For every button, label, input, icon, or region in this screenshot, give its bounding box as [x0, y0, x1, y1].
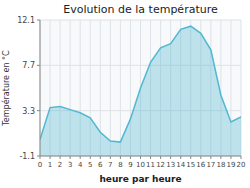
x-tick-label: 11: [146, 161, 155, 169]
y-tick-label: -1.1: [19, 152, 35, 161]
area: [40, 26, 241, 156]
x-tick-label: 5: [88, 161, 92, 169]
x-tick: [170, 156, 171, 159]
x-tick: [80, 156, 81, 159]
x-tick-label: 3: [68, 161, 72, 169]
x-tick-label: 13: [166, 161, 175, 169]
x-tick-label: 2: [58, 161, 62, 169]
plot-area: [40, 26, 241, 156]
grid-line-x: [110, 20, 111, 156]
x-tick: [70, 156, 71, 159]
x-tick: [120, 156, 121, 159]
x-tick: [50, 156, 51, 159]
y-axis-line: [40, 20, 41, 156]
x-tick: [140, 156, 141, 159]
x-tick-label: 17: [206, 161, 215, 169]
line: [40, 26, 241, 142]
x-tick: [210, 156, 211, 159]
x-tick: [60, 156, 61, 159]
x-tick: [100, 156, 101, 159]
y-tick: [37, 20, 40, 21]
x-tick: [220, 156, 221, 159]
x-tick-label: 0: [38, 161, 42, 169]
x-tick-label: 1: [48, 161, 52, 169]
x-tick-label: 9: [128, 161, 132, 169]
x-tick-label: 14: [176, 161, 185, 169]
x-tick: [40, 156, 41, 159]
x-tick-label: 15: [186, 161, 195, 169]
x-tick-label: 18: [216, 161, 225, 169]
y-axis-label: Température en °C: [1, 50, 11, 127]
x-tick: [190, 156, 191, 159]
y-tick-label: 12.1: [17, 16, 35, 25]
grid-line-x: [120, 20, 121, 156]
x-tick-label: 10: [136, 161, 145, 169]
x-axis-label: heure par heure: [99, 174, 181, 184]
x-tick: [200, 156, 201, 159]
x-tick: [90, 156, 91, 159]
x-tick-label: 7: [108, 161, 112, 169]
grid-line-x: [40, 20, 41, 156]
x-tick-label: 20: [237, 161, 246, 169]
x-tick: [230, 156, 231, 159]
y-tick: [37, 110, 40, 111]
x-tick-label: 8: [118, 161, 122, 169]
x-tick: [110, 156, 111, 159]
x-tick-label: 19: [226, 161, 235, 169]
x-tick-label: 4: [78, 161, 83, 169]
x-tick-label: 16: [196, 161, 205, 169]
x-tick: [150, 156, 151, 159]
y-tick-label: 7.7: [22, 61, 35, 70]
plot-background: [40, 20, 241, 156]
x-tick: [130, 156, 131, 159]
x-tick: [241, 156, 242, 159]
y-tick: [37, 65, 40, 66]
title: Evolution de la température: [63, 3, 218, 16]
chart: -1.13.37.712.101234567891011121314151617…: [0, 0, 250, 188]
x-tick: [160, 156, 161, 159]
x-tick: [180, 156, 181, 159]
y-tick-label: 3.3: [22, 107, 35, 116]
x-tick-label: 12: [156, 161, 165, 169]
x-tick-label: 6: [98, 161, 103, 169]
